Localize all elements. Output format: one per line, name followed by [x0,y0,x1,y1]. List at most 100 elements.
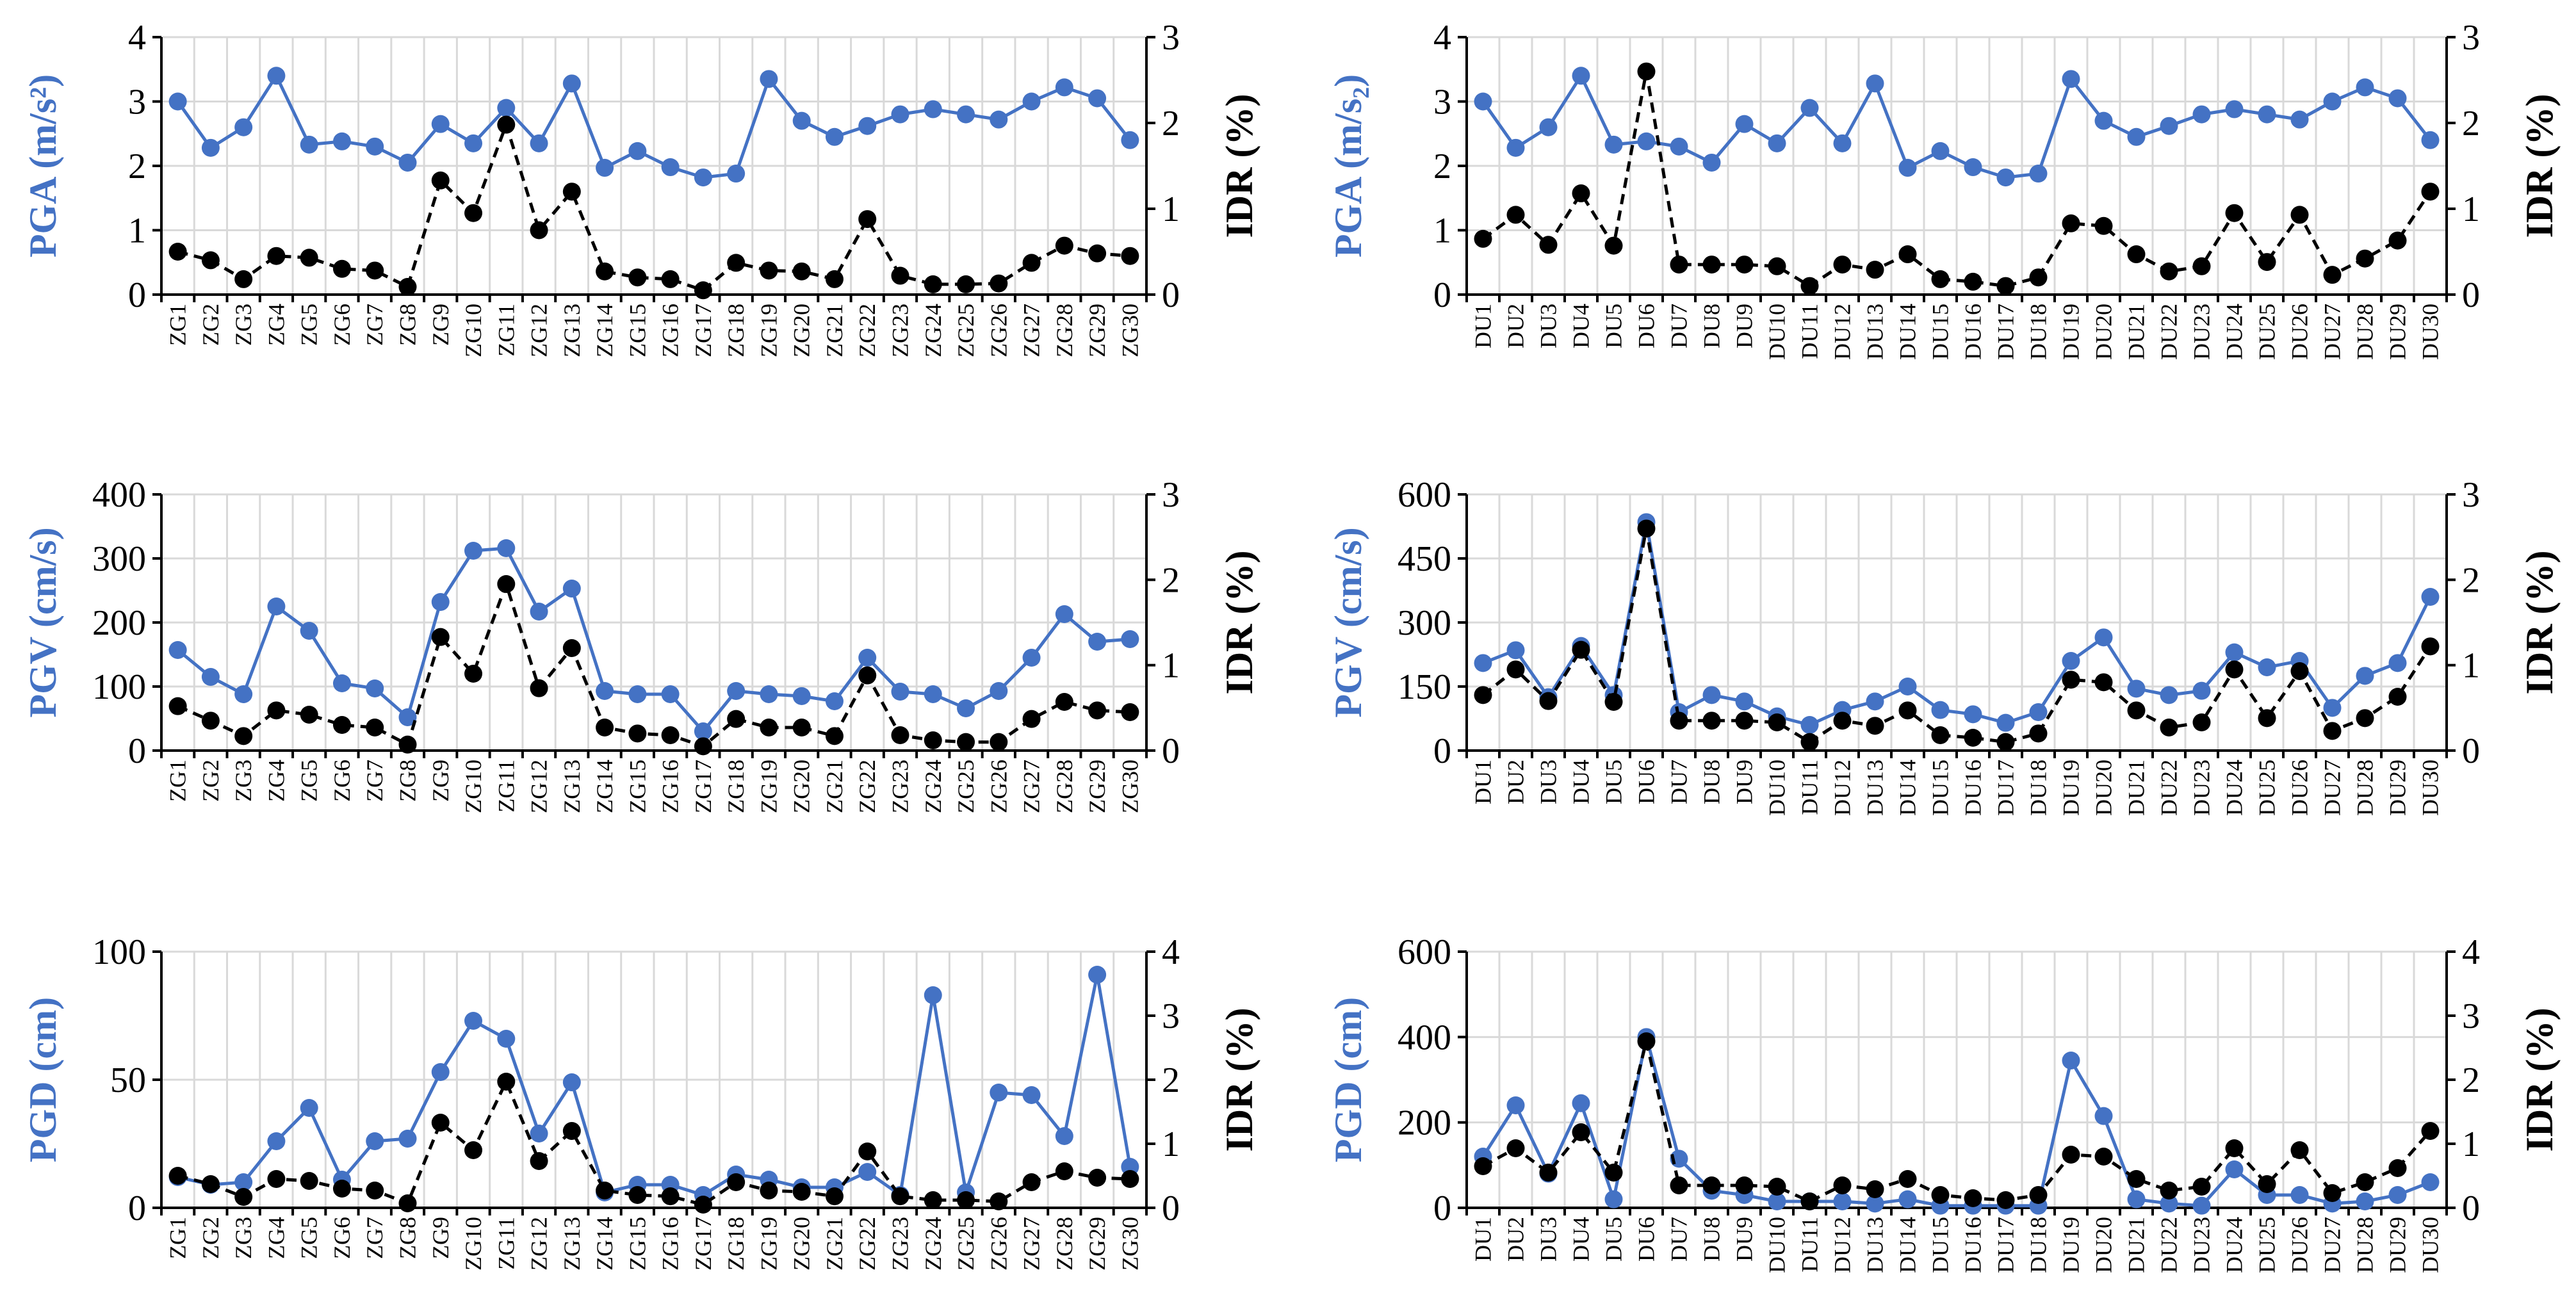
ground-motion-point [2258,105,2276,124]
x-tick-label: ZG17 [690,1217,716,1271]
x-tick-label: ZG30 [1117,760,1143,813]
ground-motion-point [2127,127,2146,146]
idr-point [825,727,844,745]
x-tick-label: DU19 [2058,1217,2084,1273]
x-tick-label: ZG14 [592,760,617,813]
x-tick-label: DU27 [2320,1217,2345,1273]
x-tick-label: DU4 [1569,304,1594,348]
x-tick-label: DU13 [1863,304,1888,360]
x-tick-label: DU30 [2418,1217,2443,1273]
ground-motion-point [1898,159,1917,177]
x-tick-label: ZG7 [362,760,387,802]
idr-point [464,204,483,222]
ground-motion-point [825,127,844,146]
x-tick-label: DU10 [1765,304,1790,360]
idr-point [2421,183,2440,201]
ground-motion-point [1964,705,1982,724]
left-tick-label: 4 [1433,18,1451,58]
idr-point [2421,1122,2440,1140]
idr-point [1833,1176,1852,1194]
x-tick-label: DU21 [2124,304,2149,360]
ground-motion-point [1121,630,1139,648]
idr-point [267,1170,286,1188]
ground-motion-point [267,598,286,615]
x-tick-label: ZG11 [493,760,519,813]
idr-point [1866,1180,1884,1198]
left-tick-label: 2 [128,147,146,186]
x-tick-label: ZG19 [756,1217,781,1271]
idr-point [727,1173,746,1191]
x-tick-label: ZG19 [756,760,781,813]
idr-point [497,115,516,134]
ground-motion-point [1768,134,1786,152]
idr-point [1088,701,1107,720]
ground-motion-point [825,692,844,710]
idr-point [267,247,286,265]
idr-point [168,1167,187,1185]
ground-motion-point [1800,99,1819,117]
x-tick-label: DU13 [1863,1217,1888,1273]
idr-point [628,268,647,287]
ground-motion-point [2029,703,2048,721]
left-tick-label: 600 [1398,932,1451,972]
x-tick-label: DU25 [2254,760,2280,816]
left-tick-label: 0 [1433,1189,1451,1228]
x-tick-label: DU7 [1667,760,1692,804]
x-tick-label: DU24 [2222,760,2247,816]
idr-point [2421,637,2440,656]
idr-point [858,1142,877,1160]
ground-motion-point [1931,142,1950,160]
ground-motion-point [2323,92,2342,111]
ground-motion-point [2094,628,2113,647]
right-tick-label: 4 [2462,932,2480,972]
ground-motion-point [431,115,450,133]
ground-motion-point [2094,1107,2113,1125]
ground-motion-point [497,1030,516,1048]
idr-point [366,719,384,736]
ground-motion-point [792,111,811,130]
x-tick-label: DU28 [2352,760,2378,816]
idr-point [2160,262,2178,280]
idr-point [464,665,483,683]
x-tick-label: ZG10 [461,760,486,813]
x-tick-label: DU12 [1830,760,1855,816]
x-tick-label: DU6 [1634,760,1659,804]
left-tick-label: 200 [1398,1103,1451,1143]
x-tick-label: DU6 [1634,1217,1659,1262]
ground-motion-point [924,986,942,1004]
ground-motion-point [2127,679,2146,698]
x-tick-label: DU8 [1699,760,1725,804]
idr-point [1800,733,1819,751]
ground-motion-point [661,685,680,703]
x-tick-label: ZG28 [1052,1217,1077,1271]
x-tick-label: DU30 [2418,760,2443,816]
idr-point [431,1114,450,1132]
idr-point [1055,236,1073,255]
left-tick-label: 400 [1398,1018,1451,1057]
idr-point [1022,1173,1041,1191]
ground-motion-point [1670,137,1688,156]
idr-point [2094,216,2113,235]
ground-motion-point [2160,686,2178,704]
ground-motion-point [1898,1190,1917,1208]
x-tick-label: DU7 [1667,304,1692,348]
left-tick-label: 4 [128,18,146,58]
x-tick-label: DU15 [1928,760,1953,816]
idr-point [596,262,614,280]
x-tick-label: ZG3 [231,1217,256,1259]
idr-series-line [1482,71,2432,288]
x-tick-label: DU11 [1797,304,1823,359]
idr-point [792,1183,811,1201]
idr-point [2356,1173,2374,1191]
idr-point [300,706,318,724]
x-tick-label: DU15 [1928,1217,1953,1273]
ground-motion-point [1055,78,1073,97]
left-axis-title: PGA (m/s²) [22,74,64,257]
x-tick-label: ZG22 [854,304,880,357]
idr-point [1637,1032,1656,1050]
idr-point [694,737,712,756]
right-axis-title: IDR (%) [1218,551,1260,695]
idr-point [2290,662,2309,680]
left-tick-label: 100 [92,932,146,972]
ground-motion-point [300,622,318,640]
